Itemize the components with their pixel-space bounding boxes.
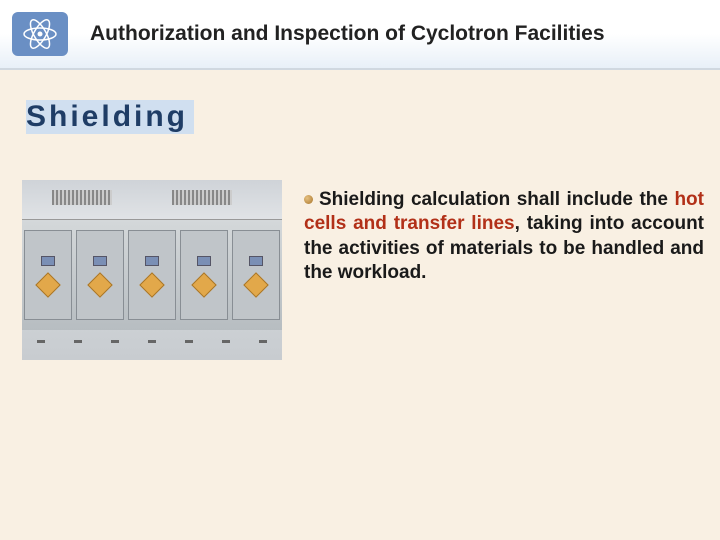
hot-cells-photo [22,180,282,360]
hot-cell-cabinet [232,230,280,320]
hot-cell-cabinet [76,230,124,320]
vent-icon [172,190,232,205]
cabinet-panel-icon [41,256,55,266]
radiation-diamond-icon [139,272,164,297]
header-band: Authorization and Inspection of Cyclotro… [0,0,720,70]
hot-cell-cabinet [180,230,228,320]
cabinet-panel-icon [249,256,263,266]
section-heading: Shielding [26,100,194,134]
bullet-block: Shielding calculation shall include the … [302,180,704,360]
hot-cell-cabinet [24,230,72,320]
vent-icon [52,190,112,205]
cabinet-panel-icon [93,256,107,266]
radiation-diamond-icon [87,272,112,297]
radiation-diamond-icon [35,272,60,297]
radiation-diamond-icon [243,272,268,297]
hot-cell-cabinet [128,230,176,320]
bullet-lead: Shielding calculation shall include the [319,189,674,210]
bullet-dot-icon [304,195,313,204]
content-row: Shielding calculation shall include the … [0,180,720,360]
iaea-logo-icon [12,12,68,56]
cabinet-panel-icon [145,256,159,266]
page-title: Authorization and Inspection of Cyclotro… [90,22,605,46]
bullet-text: Shielding calculation shall include the … [302,188,704,285]
photo-ceiling [22,180,282,220]
floor-marks [22,340,282,350]
cabinet-row [22,220,282,330]
radiation-diamond-icon [191,272,216,297]
cabinet-panel-icon [197,256,211,266]
